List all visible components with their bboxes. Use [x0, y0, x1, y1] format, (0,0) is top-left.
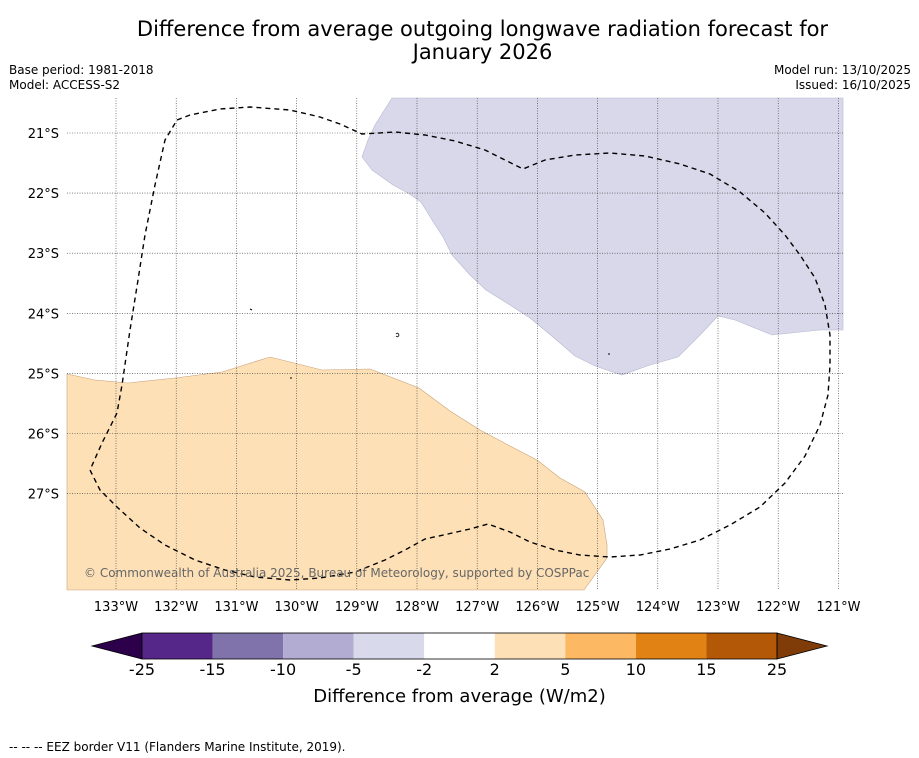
longitude-label: 131°W [214, 600, 258, 615]
colorbar-segment [283, 633, 354, 659]
model-name: Model: ACCESS-S2 [9, 78, 121, 92]
longitude-label: 122°W [756, 600, 800, 615]
latitude-label: 23°S [28, 247, 59, 262]
longitude-label: 124°W [636, 600, 680, 615]
colorbar-segment [353, 633, 425, 659]
title-line-1: Difference from average outgoing longwav… [136, 17, 829, 41]
longitude-label: 129°W [335, 600, 379, 615]
colorbar-title: Difference from average (W/m2) [313, 686, 606, 707]
colorbar-segment [706, 633, 777, 659]
colorbar-tick-label: 15 [696, 660, 717, 679]
meta-left: Base period: 1981-2018 Model: ACCESS-S2 [9, 63, 154, 93]
colorbar-tick-label: -15 [199, 660, 226, 679]
colorbar-tick-label: -2 [416, 660, 433, 679]
base-period: Base period: 1981-2018 [9, 63, 154, 77]
colorbar-frame [141, 632, 778, 660]
latitude-label: 24°S [28, 307, 59, 322]
longitude-label: 123°W [696, 600, 740, 615]
positive-anomaly-region [66, 356, 608, 591]
colorbar-tick-label: 2 [489, 660, 500, 679]
island-mark [249, 308, 253, 311]
meta-right: Model run: 13/10/2025 Issued: 16/10/2025 [774, 63, 911, 93]
colorbar-segment [142, 633, 213, 659]
title-line-2: January 2026 [412, 40, 553, 64]
latitude-label: 26°S [28, 428, 59, 443]
negative-anomaly-region [361, 97, 844, 376]
longitude-label: 121°W [816, 600, 860, 615]
longitude-label: 132°W [154, 600, 198, 615]
copyright-text: © Commonwealth of Australia 2025, Bureau… [84, 566, 589, 580]
colorbar-segment [565, 633, 636, 659]
colorbar-tick-label: -5 [345, 660, 362, 679]
colorbar-tick-label: -10 [270, 660, 297, 679]
colorbar-segment [635, 633, 707, 659]
longitude-label: 128°W [395, 600, 439, 615]
map-title: Difference from average outgoing longwav… [0, 18, 919, 64]
colorbar-tick-label: 5 [560, 660, 571, 679]
latitude-label: 21°S [28, 127, 59, 142]
colorbar-segment [212, 633, 284, 659]
latitude-label: 22°S [28, 187, 59, 202]
eez-border [89, 106, 831, 581]
colorbar-tick-label: -25 [128, 660, 156, 679]
colorbar-min-extension [90, 632, 143, 660]
longitude-label: 125°W [576, 600, 620, 615]
longitude-labels: 133°W 132°W 131°W 130°W 129°W 128°W 127°W 126°W… [94, 600, 861, 615]
colorbar-tick-label: 25 [766, 660, 788, 679]
colorbar-max-extension [776, 632, 829, 660]
longitude-label: 127°W [455, 600, 499, 615]
issued-date: Issued: 16/10/2025 [795, 78, 911, 92]
colorbar-tick-label: 10 [625, 660, 647, 679]
eez-legend: -- -- -- EEZ border V11 (Flanders Marine… [9, 740, 346, 754]
longitude-label: 126°W [515, 600, 559, 615]
longitude-label: 133°W [94, 600, 138, 615]
longitude-label: 130°W [275, 600, 319, 615]
island-mark [395, 332, 400, 338]
colorbar-segment [424, 633, 495, 659]
colorbar [90, 632, 829, 660]
latitude-label: 25°S [28, 367, 59, 382]
gridlines [67, 98, 843, 590]
latitude-labels: 21°S 22°S 23°S 24°S 25°S 26°S 27°S [28, 127, 59, 503]
latitude-label: 27°S [28, 488, 59, 503]
model-run: Model run: 13/10/2025 [773, 63, 911, 77]
colorbar-segment [494, 633, 566, 659]
